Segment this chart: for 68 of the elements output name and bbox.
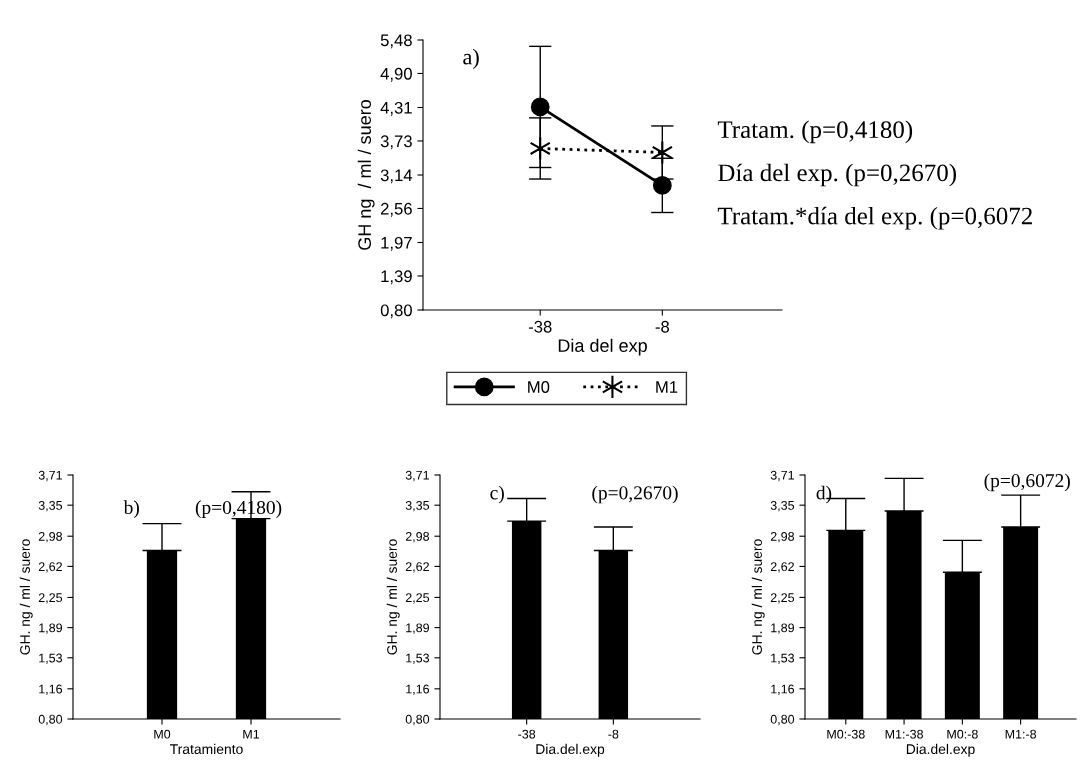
- annotation: d): [816, 485, 832, 504]
- point: [530, 97, 550, 117]
- y-tick-label: 3,71: [38, 470, 62, 482]
- y-tick-label: 2,98: [38, 532, 63, 543]
- y-tick-label: 0,80: [770, 714, 795, 726]
- x-tick-label: -38: [528, 320, 552, 333]
- y-tick-label: 3,71: [405, 470, 429, 482]
- y-tick-label: 2,62: [38, 562, 62, 573]
- y-axis-title: GH. ng / ml / suero: [386, 539, 400, 655]
- y-tick-label: 3,71: [770, 470, 794, 482]
- x-axis-title: Tratamiento: [170, 743, 243, 755]
- y-tick-label: 2,25: [770, 593, 795, 604]
- y-tick-label: 0,80: [38, 714, 63, 726]
- x-tick-label: -8: [608, 729, 619, 739]
- legend-label: M1: [656, 381, 678, 393]
- y-tick-label: 3,35: [770, 500, 795, 512]
- y-tick-label: 2,62: [770, 562, 794, 573]
- y-tick-label: 1,53: [406, 653, 430, 664]
- y-tick-label: 2,98: [405, 532, 430, 543]
- x-axis-title: Dia del exp: [558, 338, 647, 356]
- y-tick-label: 3,73: [380, 135, 412, 150]
- y-tick-label: 2,62: [405, 562, 429, 573]
- y-tick-label: 1,16: [406, 684, 430, 695]
- x-tick-label: M0:-38: [827, 729, 865, 739]
- annotation: (p=0,2670): [592, 485, 678, 504]
- y-axis-title: GH. ng / ml / suero: [751, 539, 765, 655]
- annotation: a): [463, 48, 479, 69]
- y-tick-label: 1,53: [771, 653, 795, 664]
- x-tick-label: M1:-38: [885, 729, 923, 739]
- y-tick-label: 3,35: [405, 500, 430, 512]
- y-tick-label: 0,80: [405, 714, 430, 726]
- x-tick-label: -8: [655, 320, 670, 333]
- annotation: Tratam.*día del exp. (p=0,6072: [717, 206, 1032, 230]
- y-tick-label: 1,89: [771, 623, 794, 634]
- annotation: c): [490, 485, 504, 504]
- annotation: Día del exp. (p=0,2670): [718, 163, 957, 187]
- x-tick-label: M0:-8: [947, 729, 978, 739]
- x-tick-label: M0: [154, 729, 171, 739]
- y-tick-label: 1,89: [39, 623, 62, 634]
- y-tick-label: 1,97: [381, 236, 412, 251]
- y-tick-label: 2,25: [405, 593, 430, 604]
- annotation: b): [123, 500, 139, 518]
- y-tick-label: 5,48: [380, 34, 412, 49]
- y-axis-title: GH. ng / ml / suero: [19, 539, 33, 655]
- x-tick-label: -38: [518, 729, 536, 739]
- point: [651, 140, 673, 165]
- y-tick-label: 1,39: [381, 270, 412, 285]
- y-tick-label: 2,25: [38, 593, 63, 604]
- annotation: (p=0,6072): [984, 473, 1070, 492]
- y-tick-label: 0,80: [380, 304, 412, 319]
- x-axis-title: Dia.del.exp: [536, 743, 605, 757]
- x-axis-title: Dia.del.exp: [906, 743, 975, 757]
- point: [529, 136, 551, 161]
- annotation: Tratam. (p=0,4180): [717, 120, 913, 144]
- y-tick-label: 2,56: [380, 202, 412, 217]
- y-tick-label: 1,53: [39, 653, 63, 664]
- y-tick-label: 3,35: [38, 500, 63, 512]
- legend-label: M0: [528, 381, 550, 393]
- y-axis-title: GH ng / ml / suero: [357, 100, 375, 250]
- y-tick-label: 3,14: [380, 169, 413, 184]
- x-tick-label: M1:-8: [1005, 729, 1037, 739]
- y-tick-label: 4,90: [380, 67, 412, 82]
- y-tick-label: 1,89: [406, 623, 429, 634]
- y-tick-label: 2,98: [770, 532, 795, 543]
- x-tick-label: M1: [243, 729, 260, 739]
- y-tick-label: 4,31: [380, 101, 412, 116]
- y-tick-label: 1,16: [39, 684, 63, 695]
- y-tick-label: 1,16: [771, 684, 795, 695]
